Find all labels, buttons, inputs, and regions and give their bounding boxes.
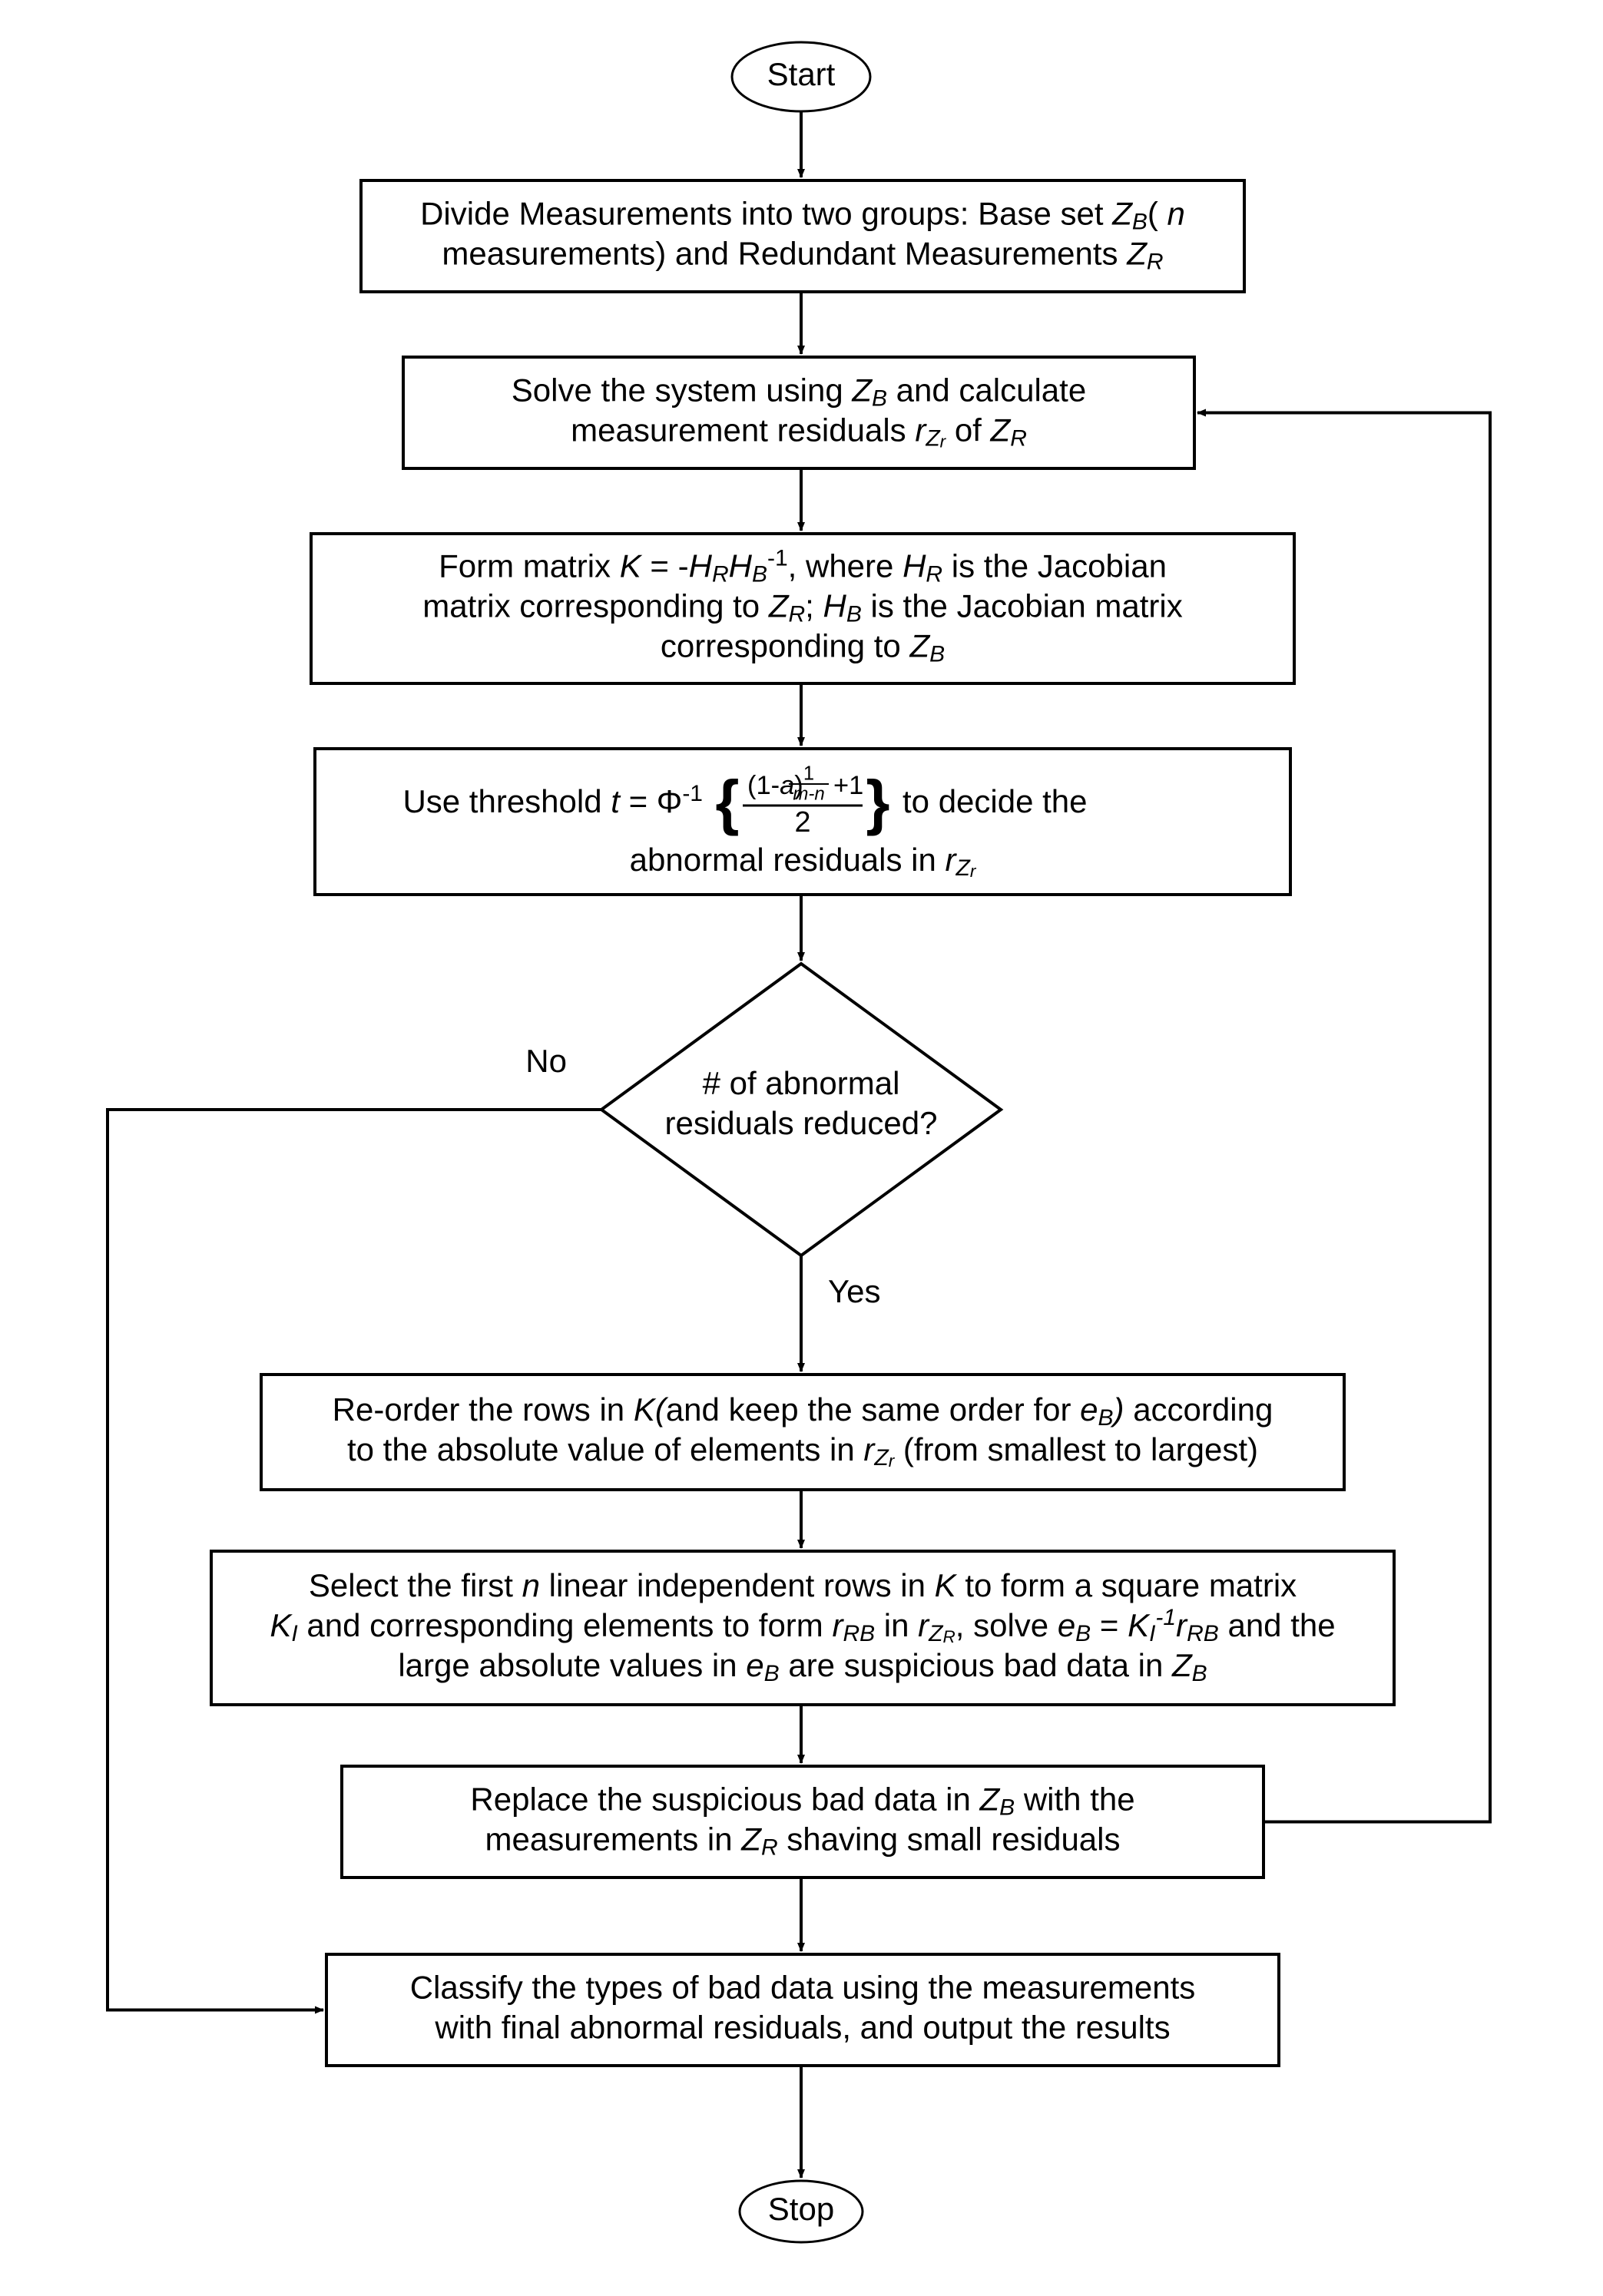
threshold-brace-r: } [866, 768, 889, 836]
threshold-brace-l: { [715, 768, 739, 836]
threshold-smalltop: 1 [803, 763, 814, 785]
decision-yes-label: Yes [828, 1273, 881, 1309]
threshold-smallbot: m-n [793, 783, 824, 804]
decision-no-label: No [525, 1043, 567, 1079]
divide-text-line-1: measurements) and Redundant Measurements… [442, 236, 1163, 275]
flowchart-diagram: Start Divide Measurements into two groups… [0, 0, 1603, 2296]
divide-text-line-0: Divide Measurements into two groups: Bas… [420, 196, 1185, 235]
decision-text-line-1: residuals reduced? [665, 1105, 938, 1141]
threshold-num-right: +1 [833, 771, 863, 800]
select-text-line-2: large absolute values in eB are suspicio… [398, 1647, 1207, 1686]
replace-text-line-1: measurements in ZR shaving small residua… [485, 1821, 1120, 1861]
select-text-line-0: Select the first n linear independent ro… [309, 1567, 1297, 1603]
threshold-den: 2 [794, 806, 810, 839]
reorder-text-line-0: Re-order the rows in K(and keep the same… [333, 1391, 1273, 1431]
formK-text-line-2: corresponding to ZB [661, 628, 945, 667]
solve-text-line-0: Solve the system using ZB and calculate [512, 372, 1086, 412]
threshold-suffix: to decide the [903, 783, 1088, 819]
stop-label: Stop [768, 2191, 834, 2227]
classify-text-line-0: Classify the types of bad data using the… [410, 1970, 1196, 2006]
decision-text-line-0: # of abnormal [703, 1065, 900, 1101]
formK-text-line-0: Form matrix K = -HRHB-1, where HR is the… [439, 545, 1167, 587]
solve-text-line-1: measurement residuals rZr of ZR [571, 412, 1027, 452]
threshold-line2: abnormal residuals in rZr [630, 842, 977, 881]
reorder-text-line-1: to the absolute value of elements in rZr… [347, 1431, 1258, 1471]
select-text-line-1: KI and corresponding elements to form rR… [270, 1605, 1335, 1646]
classify-text-line-1: with final abnormal residuals, and outpu… [434, 2010, 1170, 2046]
replace-text-line-0: Replace the suspicious bad data in ZB wi… [470, 1782, 1134, 1821]
threshold-prefix: Use threshold t = Φ-1 [402, 781, 703, 819]
start-label: Start [767, 56, 836, 92]
